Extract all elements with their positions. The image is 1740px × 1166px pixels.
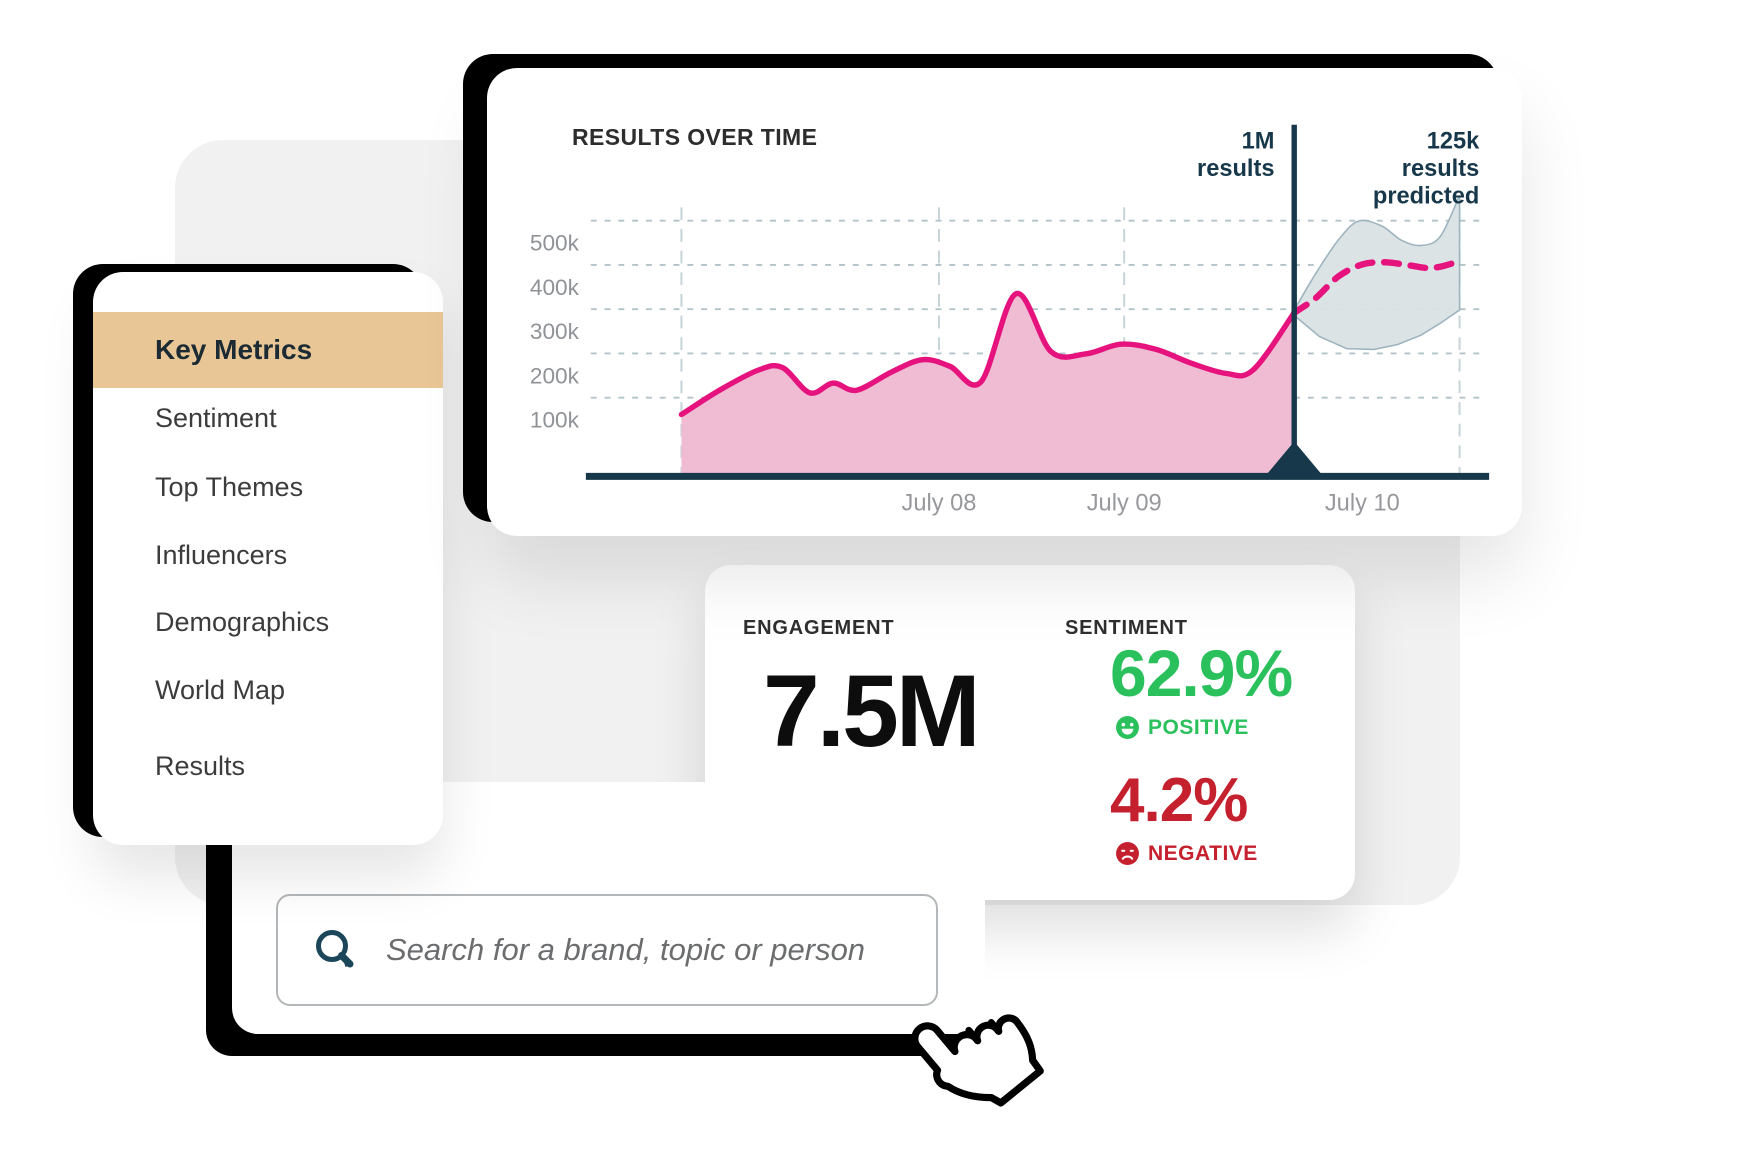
engagement-value: 7.5M — [763, 654, 981, 768]
results-over-time-card: RESULTS OVER TIME 100k 200k 300k 400k 500k Ju… — [487, 68, 1522, 536]
sidebar-item-sentiment[interactable]: Sentiment — [155, 403, 277, 433]
negative-row: NEGATIVE — [1115, 841, 1258, 866]
results-over-time-chart: 100k 200k 300k 400k 500k July 08 July 09 July 1… — [530, 124, 1490, 516]
results-area — [681, 293, 1295, 475]
chart-title: RESULTS OVER TIME — [572, 124, 818, 150]
sidebar-item-influencers[interactable]: Influencers — [155, 540, 288, 570]
positive-label: POSITIVE — [1148, 715, 1249, 739]
engagement-header: ENGAGEMENT — [743, 617, 895, 639]
results-line — [678, 291, 1297, 418]
positive-percentage: 62.9% — [1110, 636, 1293, 710]
sidebar-item-results[interactable]: Results — [155, 751, 246, 781]
negative-label: NEGATIVE — [1148, 841, 1258, 865]
search-input[interactable] — [384, 931, 916, 969]
y-tick-label: 300k — [530, 319, 580, 344]
y-tick-label: 200k — [530, 363, 580, 388]
y-tick-label: 400k — [530, 275, 580, 300]
marker-annotation: results — [1197, 156, 1274, 182]
sidebar-item-demographics[interactable]: Demographics — [155, 607, 330, 637]
y-tick-label: 500k — [530, 231, 580, 256]
sidebar-menu: Key Metrics Sentiment Top Themes Influen… — [93, 272, 443, 845]
forecast-band — [1293, 195, 1461, 351]
sidebar-item-label: Key Metrics — [155, 334, 313, 365]
search-box[interactable] — [276, 894, 938, 1006]
marker-triangle — [1264, 441, 1324, 477]
predicted-annotation: predicted — [1373, 183, 1479, 209]
sidebar-item-key-metrics[interactable]: Key Metrics — [93, 312, 443, 388]
predicted-annotation: 125k — [1427, 128, 1480, 154]
hand-pointer-cursor — [911, 1014, 1044, 1107]
sidebar-item-top-themes[interactable]: Top Themes — [155, 472, 304, 502]
positive-row: POSITIVE — [1115, 715, 1249, 740]
y-tick-label: 100k — [530, 408, 580, 433]
sad-face-icon — [1116, 842, 1139, 865]
predicted-annotation: results — [1402, 156, 1480, 182]
sidebar-item-world-map[interactable]: World Map — [155, 675, 286, 705]
x-tick-label: July 09 — [1087, 490, 1162, 516]
happy-face-icon — [1116, 716, 1139, 739]
x-tick-label: July 08 — [902, 490, 977, 516]
x-tick-label: July 10 — [1325, 490, 1400, 516]
marker-annotation: 1M — [1242, 128, 1275, 154]
negative-percentage: 4.2% — [1110, 766, 1248, 835]
search-icon[interactable] — [312, 926, 360, 974]
sentiment-header: SENTIMENT — [1065, 617, 1188, 639]
forecast-line — [1290, 257, 1463, 316]
